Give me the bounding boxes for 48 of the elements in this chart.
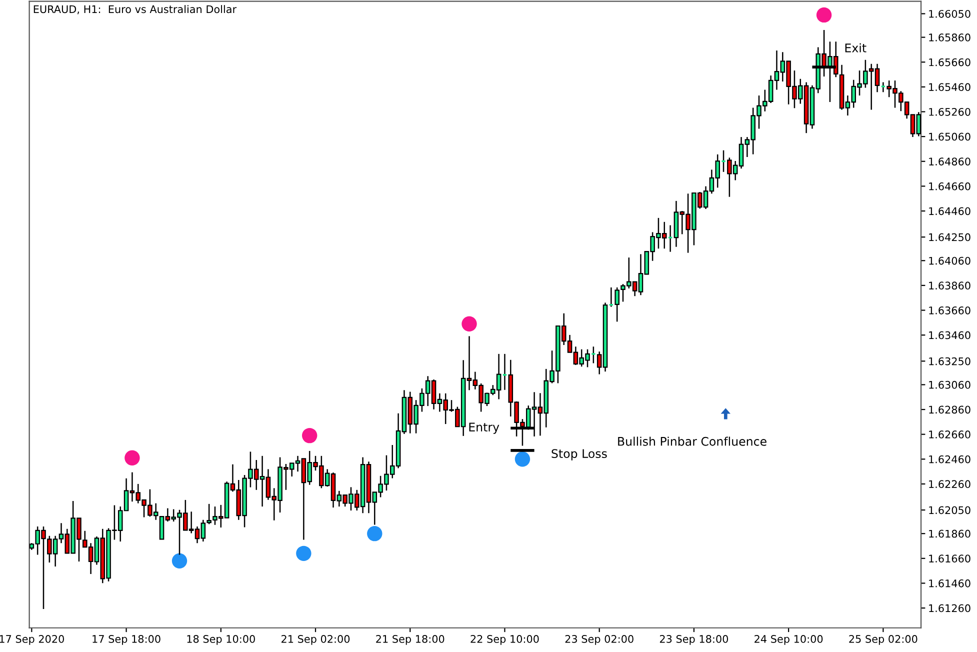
y-tick-label: 1.61860 (929, 530, 970, 538)
x-tick-label: 24 Sep 10:00 (754, 635, 823, 645)
series-label: Entry (469, 422, 500, 434)
x-tick-label: 17 Sep 2020 (0, 635, 64, 645)
series-label: Stop Loss (552, 449, 607, 460)
y-tick-label: 1.63060 (929, 380, 970, 389)
y-tick-label: 1.61460 (929, 579, 970, 588)
y-tick-label: 1.62260 (929, 480, 970, 488)
point (367, 526, 382, 542)
y-tick-label: 1.63460 (929, 331, 970, 340)
point (514, 452, 530, 467)
y-tick-label: 1.63860 (929, 282, 970, 290)
y-tick-label: 1.61260 (929, 604, 970, 612)
y-tick-label: 1.65660 (929, 58, 970, 66)
y-tick-label: 1.64250 (929, 233, 970, 242)
y-tick-label: 1.63250 (929, 357, 970, 366)
annotation: Bullish Pinbar Confluence (618, 436, 766, 446)
x-tick-label: 22 Sep 10:00 (470, 635, 539, 645)
y-tick-label: 1.65260 (929, 108, 970, 116)
point (816, 7, 832, 23)
x-tick-label: 21 Sep 18:00 (376, 635, 444, 645)
y-tick-label: 1.65460 (929, 83, 970, 92)
point (462, 316, 477, 332)
x-tick-label: 25 Sep 02:00 (849, 635, 918, 645)
y-tick-label: 1.66050 (929, 10, 970, 18)
y-tick-label: 1.64060 (929, 256, 970, 265)
x-tick-label: 21 Sep 02:00 (282, 635, 350, 645)
y-tick-label: 1.64860 (929, 158, 970, 166)
point (172, 553, 188, 568)
x-tick-label: 23 Sep 02:00 (565, 635, 634, 645)
y-tick-label: 1.64460 (929, 207, 970, 216)
y-tick-label: 1.62660 (929, 430, 970, 438)
y-tick-label: 1.62860 (929, 406, 970, 414)
point (124, 450, 140, 466)
series-label: Exit (845, 43, 866, 52)
y-tick-label: 1.65860 (929, 34, 970, 42)
x-tick-label: 17 Sep 18:00 (92, 635, 160, 645)
y-tick-label: 1.62050 (929, 506, 970, 514)
x-tick-label: 18 Sep 10:00 (187, 635, 255, 645)
y-tick-label: 1.65060 (929, 132, 970, 141)
x-tick-label: 23 Sep 18:00 (660, 635, 728, 645)
point (302, 428, 318, 444)
point (296, 546, 312, 562)
y-tick-label: 1.62460 (929, 455, 970, 464)
y-tick-label: 1.63660 (929, 306, 970, 314)
chart-title: EURAUD, H1: Euro vs Australian Dollar (34, 5, 237, 14)
y-tick-label: 1.64660 (929, 182, 970, 190)
y-tick-label: 1.61660 (929, 554, 970, 562)
